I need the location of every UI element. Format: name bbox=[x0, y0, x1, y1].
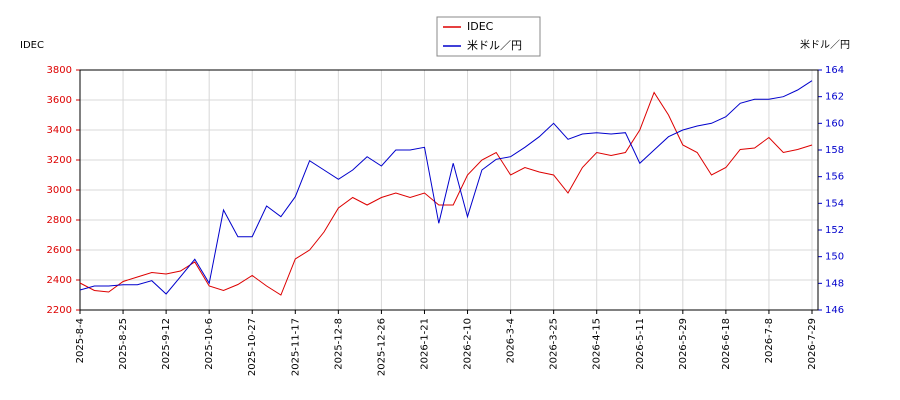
x-tick-label: 2026-2-10 bbox=[463, 318, 474, 370]
x-tick-label: 2026-5-29 bbox=[678, 318, 689, 370]
y2-tick-label: 162 bbox=[825, 92, 844, 103]
y-tick-label: 2400 bbox=[47, 275, 72, 286]
x-tick-label: 2025-12-8 bbox=[333, 318, 344, 370]
data-line bbox=[79, 80, 813, 295]
y2-tick-label: 154 bbox=[825, 198, 844, 209]
y-tick-label: 2600 bbox=[47, 245, 72, 256]
data-line bbox=[79, 91, 813, 296]
y2-tick-label: 158 bbox=[825, 145, 844, 156]
y-tick-label: 3400 bbox=[47, 125, 72, 136]
plot-frame bbox=[79, 69, 819, 311]
x-tick-label: 2025-11-17 bbox=[290, 318, 301, 376]
legend-label: 米ドル／円 bbox=[467, 39, 522, 52]
y-tick-label: 2800 bbox=[47, 215, 72, 226]
legend-box bbox=[436, 16, 541, 57]
x-tick-label: 2025-12-26 bbox=[376, 318, 387, 376]
x-tick-label: 2026-1-21 bbox=[419, 318, 430, 370]
x-tick-label: 2025-8-25 bbox=[118, 318, 129, 370]
y-tick-label: 3800 bbox=[47, 65, 72, 76]
x-tick-label: 2025-10-27 bbox=[247, 318, 258, 376]
y2-tick-label: 150 bbox=[825, 252, 844, 263]
y2-tick-label: 146 bbox=[825, 305, 844, 316]
y2-tick-label: 156 bbox=[825, 172, 844, 183]
x-tick-label: 2026-3-4 bbox=[506, 318, 517, 363]
x-tick-label: 2026-7-8 bbox=[764, 318, 775, 363]
y2-tick-label: 164 bbox=[825, 65, 844, 76]
y-tick-label: 2200 bbox=[47, 305, 72, 316]
x-tick-label: 2026-6-18 bbox=[721, 318, 732, 370]
legend-label: IDEC bbox=[467, 20, 494, 33]
y2-tick-label: 160 bbox=[825, 118, 844, 129]
y-tick-label: 3200 bbox=[47, 155, 72, 166]
x-tick-label: 2026-4-15 bbox=[592, 318, 603, 370]
x-tick-label: 2025-10-6 bbox=[204, 318, 215, 370]
y2-axis-label: 米ドル／円 bbox=[800, 38, 850, 51]
y-axis-label: IDEC bbox=[20, 40, 44, 51]
y-tick-label: 3600 bbox=[47, 95, 72, 106]
y-tick-label: 3000 bbox=[47, 185, 72, 196]
x-tick-label: 2026-5-11 bbox=[635, 318, 646, 370]
x-tick-label: 2025-9-12 bbox=[161, 318, 172, 370]
x-tick-label: 2026-7-29 bbox=[807, 318, 818, 370]
x-tick-label: 2026-3-25 bbox=[549, 318, 560, 370]
y2-tick-label: 148 bbox=[825, 278, 844, 289]
x-tick-label: 2025-8-4 bbox=[75, 318, 86, 363]
y2-tick-label: 152 bbox=[825, 225, 844, 236]
